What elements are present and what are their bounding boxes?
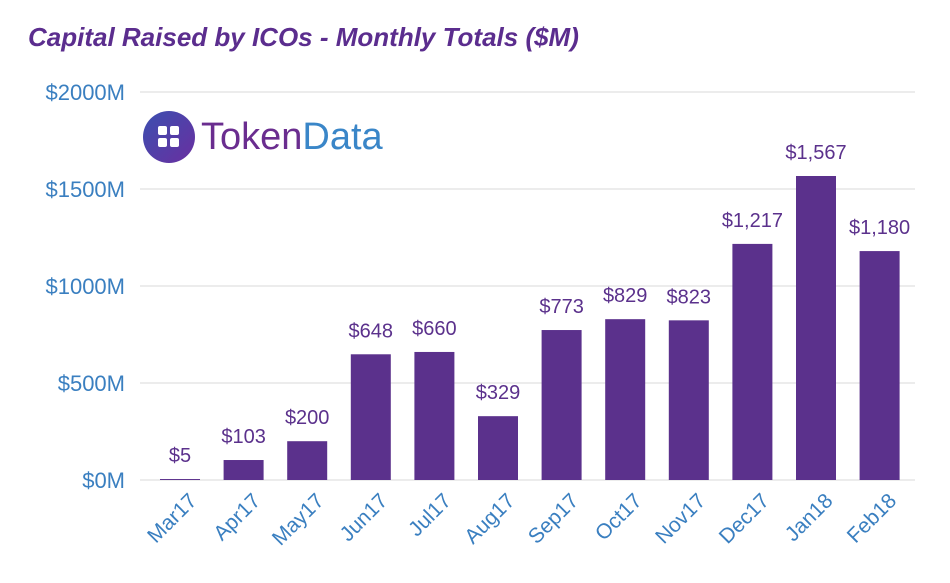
bar xyxy=(160,479,200,480)
bar xyxy=(223,460,264,480)
y-tick-label: $0M xyxy=(82,468,125,493)
data-label: $1,217 xyxy=(722,210,783,232)
x-tick-label: Jan18 xyxy=(781,489,838,546)
data-label: $200 xyxy=(285,407,330,429)
x-tick-label: Mar17 xyxy=(143,489,201,547)
y-tick-label: $1000M xyxy=(45,274,125,299)
chart-title: Capital Raised by ICOs - Monthly Totals … xyxy=(28,22,579,52)
x-tick-label: Nov17 xyxy=(651,489,710,548)
logo-text-token: Token xyxy=(201,115,303,158)
data-label: $648 xyxy=(349,320,394,342)
bar xyxy=(478,416,518,480)
bar xyxy=(287,441,328,480)
x-tick-label: Jul17 xyxy=(404,489,456,541)
x-tick-label: Oct17 xyxy=(591,489,647,545)
x-tick-label: Dec17 xyxy=(715,489,774,548)
bar xyxy=(732,243,773,480)
data-label: $773 xyxy=(539,296,584,318)
x-tick-label: May17 xyxy=(268,489,329,550)
bar xyxy=(350,354,391,480)
data-label: $660 xyxy=(412,318,457,340)
data-label: $1,567 xyxy=(785,142,846,164)
data-label: $329 xyxy=(476,382,521,404)
bar xyxy=(859,251,900,480)
data-label: $1,180 xyxy=(849,217,910,239)
logo-text-data: Data xyxy=(302,115,383,158)
data-label: $829 xyxy=(603,285,648,307)
x-tick-label: Sep17 xyxy=(524,489,583,548)
y-tick-label: $500M xyxy=(58,371,125,396)
y-tick-label: $2000M xyxy=(45,80,125,105)
logo-grid-icon xyxy=(143,111,195,163)
bar xyxy=(541,330,582,480)
data-label: $103 xyxy=(221,426,266,448)
x-tick-label: Aug17 xyxy=(460,489,519,548)
x-tick-label: Apr17 xyxy=(209,489,265,545)
data-label: $823 xyxy=(667,286,712,308)
x-tick-label: Feb18 xyxy=(843,489,901,547)
bar xyxy=(796,176,836,480)
tokendata-logo: TokenData xyxy=(143,111,383,163)
y-tick-label: $1500M xyxy=(45,177,125,202)
bar xyxy=(668,320,709,480)
x-tick-label: Jun17 xyxy=(336,489,393,546)
bar xyxy=(605,319,646,480)
bar xyxy=(414,351,455,480)
data-label: $5 xyxy=(169,445,191,467)
